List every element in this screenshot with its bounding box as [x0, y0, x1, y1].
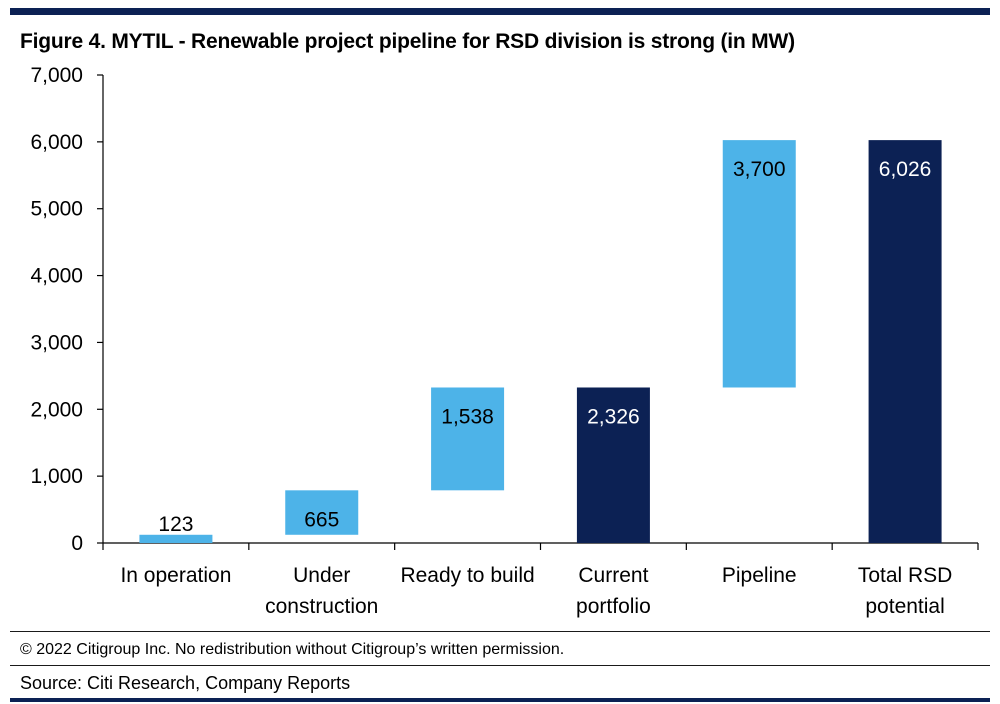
category-label: construction	[265, 595, 378, 618]
data-label: 1,538	[441, 405, 494, 428]
data-label: 2,326	[587, 405, 640, 428]
y-tick-label: 6,000	[30, 131, 83, 154]
axis-layer: 0 1,000 2,000 3,000 4,000 5,000 6,000 7,000	[30, 64, 979, 555]
source-divider	[10, 665, 990, 666]
copyright-notice: © 2022 Citigroup Inc. No redistribution …	[20, 641, 565, 658]
category-label: portfolio	[576, 595, 651, 618]
bar	[431, 387, 505, 491]
bar	[576, 387, 650, 543]
category-label: Under	[293, 564, 350, 587]
bar	[722, 140, 796, 388]
source-note: Source: Citi Research, Company Reports	[20, 673, 351, 693]
category-label: In operation	[120, 564, 231, 587]
data-label: 665	[304, 508, 339, 531]
y-tick-label: 1,000	[30, 465, 83, 488]
y-tick-label: 0	[71, 532, 83, 555]
category-label: potential	[865, 595, 944, 618]
bottom-rule	[10, 698, 990, 702]
category-label: Pipeline	[722, 564, 797, 587]
y-tick-label: 3,000	[30, 331, 83, 354]
data-label: 123	[158, 513, 193, 536]
label-layer: 123 In operation 665 Under construction 1,538…	[120, 158, 952, 618]
y-tick-label: 5,000	[30, 198, 83, 221]
y-tick-label: 7,000	[30, 64, 83, 87]
category-label: Total RSD	[858, 564, 953, 587]
data-label: 6,026	[879, 158, 932, 181]
bar	[139, 534, 213, 543]
data-label: 3,700	[733, 158, 786, 181]
bar-layer	[139, 140, 942, 544]
footer-divider	[10, 631, 990, 632]
category-label: Ready to build	[400, 564, 534, 587]
bar	[285, 490, 359, 535]
bar	[868, 140, 942, 544]
top-rule	[10, 8, 990, 15]
y-tick-label: 2,000	[30, 398, 83, 421]
category-label: Current	[578, 564, 648, 587]
y-tick-label: 4,000	[30, 265, 83, 288]
chart-title: Figure 4. MYTIL - Renewable project pipe…	[20, 30, 795, 53]
